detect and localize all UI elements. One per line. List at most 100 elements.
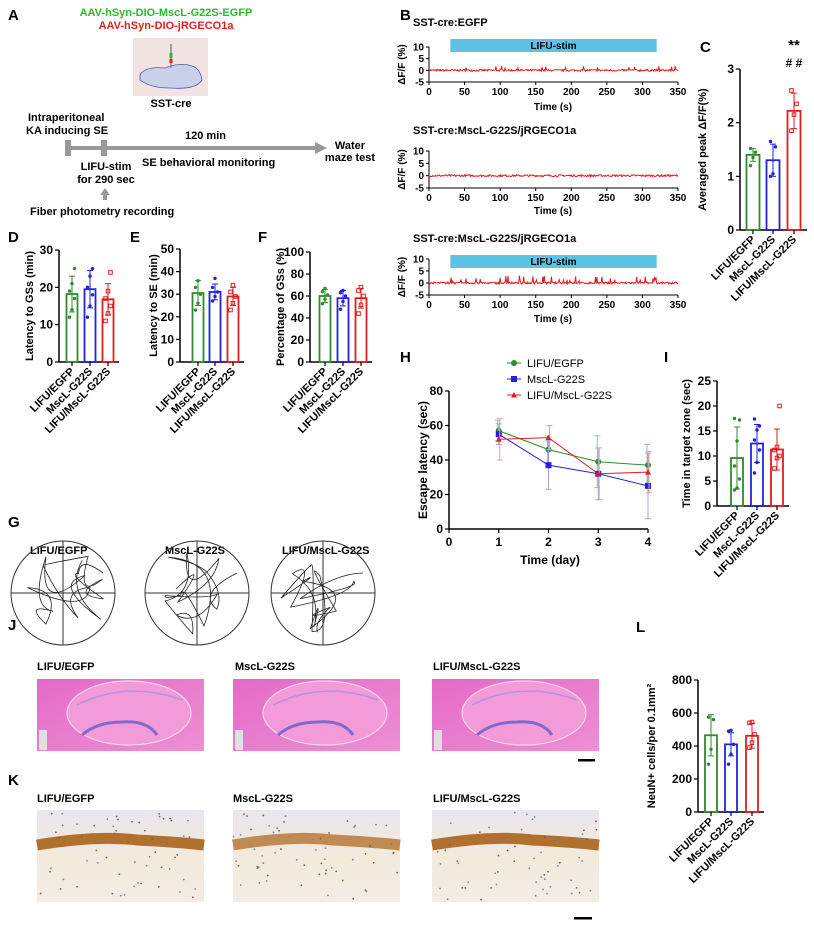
cell-dot (589, 889, 592, 892)
he-title-3: LIFU/MscL-G22S (433, 661, 520, 673)
duration-label: 120 min (185, 130, 226, 142)
monitoring-label: SE behavioral monitoring (142, 157, 275, 169)
y-tick-label: 0 (46, 355, 53, 369)
cell-dot (513, 860, 516, 863)
cell-dot (513, 811, 516, 814)
ventricle (434, 730, 442, 750)
panel-label-l: L (636, 619, 645, 636)
cell-dot (105, 856, 108, 859)
ihc-image-2 (232, 810, 401, 902)
cell-dot (253, 848, 256, 851)
data-point (90, 266, 95, 271)
cell-dot (119, 894, 122, 897)
cell-dot (488, 826, 490, 829)
y-axis-label: Time in target zone (sec) (681, 379, 693, 508)
swim-path (280, 564, 364, 633)
y-axis-label: Averaged peak ΔF/F(%) (697, 88, 709, 211)
data-point (90, 293, 95, 297)
data-point (228, 289, 233, 295)
cell-dot (457, 862, 460, 865)
cell-dot (76, 885, 78, 888)
trace-title: SST-cre:MscL-G22S/jRGECO1a (413, 125, 577, 137)
cell-dot (369, 845, 371, 848)
cell-dot (80, 836, 83, 839)
data-point (711, 717, 716, 722)
cell-dot (555, 841, 558, 844)
x-tick-label: 50 (459, 87, 471, 98)
cell-dot (531, 818, 534, 821)
data-point (495, 436, 502, 442)
dentate-gyrus (277, 720, 355, 737)
data-point (747, 720, 752, 726)
cell-dot (464, 887, 467, 889)
cell-dot (364, 889, 367, 891)
cell-dot (354, 824, 357, 827)
cell-dot (583, 829, 585, 832)
x-tick-label: 4 (645, 535, 652, 549)
cell-dot (93, 824, 96, 827)
y-tick-label: 5 (418, 267, 424, 278)
timeline-arrow (65, 140, 327, 156)
data-point (752, 732, 757, 737)
stim-bar (450, 255, 657, 268)
bar (208, 291, 222, 363)
data-point (88, 304, 92, 308)
panel-label-e: E (130, 229, 140, 246)
y-tick-label: 80 (291, 267, 305, 281)
panel-label-b: B (400, 7, 411, 24)
y-tick-label: -5 (415, 184, 424, 195)
maze-trace-3 (270, 540, 376, 646)
cell-dot (543, 873, 546, 876)
cell-dot (284, 815, 287, 817)
cell-dot (514, 845, 516, 848)
cell-dot (117, 818, 120, 821)
cell-dot (520, 828, 523, 831)
data-point (794, 101, 799, 107)
data-point (233, 294, 238, 299)
cell-dot (112, 825, 115, 828)
cell-dot (266, 874, 269, 877)
cell-dot (39, 892, 42, 895)
data-point (228, 307, 233, 313)
dentate-gyrus (81, 720, 159, 737)
y-axis-label: ΔF/F (%) (397, 149, 408, 190)
y-tick-label: 20 (698, 399, 712, 413)
data-point (320, 302, 325, 306)
legend-marker (511, 392, 517, 398)
cell-dot (352, 897, 355, 900)
data-point (85, 285, 90, 290)
dentate-gyrus (476, 720, 554, 737)
pyramidal-layer (431, 832, 600, 851)
cell-dot (478, 831, 481, 834)
data-point (210, 299, 215, 303)
end-line1: Water (335, 140, 366, 152)
data-point (737, 418, 742, 422)
cell-dot (170, 819, 173, 822)
data-point (323, 297, 327, 301)
cell-dot (396, 871, 399, 874)
cell-dot (194, 888, 197, 890)
data-point (726, 762, 731, 766)
data-point (751, 155, 755, 160)
cell-dot (351, 858, 354, 861)
data-point (105, 288, 111, 294)
data-point (737, 477, 742, 481)
cell-dot (186, 819, 189, 822)
data-point (230, 282, 236, 288)
panel-label-k: K (8, 772, 19, 789)
legend-label: LIFU/EGFP (527, 358, 584, 370)
y-tick-label: 10 (413, 147, 425, 158)
data-point (215, 290, 220, 294)
cell-dot (303, 864, 306, 867)
pyramidal-layer (232, 832, 401, 851)
cell-dot (364, 852, 367, 855)
x-axis-label: Time (s) (534, 314, 572, 325)
ihc-image-1 (36, 810, 205, 902)
x-tick-label: 3 (595, 535, 602, 549)
y-tick-label: 3 (727, 62, 734, 76)
significance-hash: # # (786, 56, 803, 70)
data-point (752, 417, 757, 421)
data-point (735, 486, 739, 490)
